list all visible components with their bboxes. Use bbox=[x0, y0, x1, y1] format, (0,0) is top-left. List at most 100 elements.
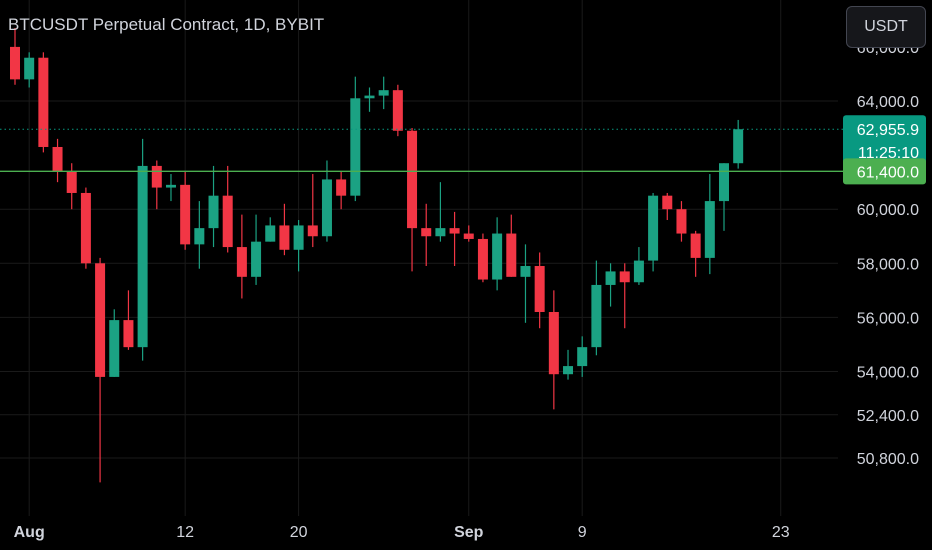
candle bbox=[733, 119, 744, 169]
candle-body bbox=[477, 238, 488, 280]
candle bbox=[719, 163, 729, 231]
candle-body bbox=[165, 184, 176, 188]
price-tick-label: 52,400.0 bbox=[857, 408, 919, 425]
candle bbox=[662, 192, 673, 221]
candle-body bbox=[251, 241, 262, 277]
level-badge-bg bbox=[843, 158, 926, 185]
candle bbox=[407, 128, 418, 272]
candle-body bbox=[38, 57, 49, 147]
chart-title: BTCUSDT Perpetual Contract, 1D, BYBIT bbox=[8, 15, 325, 34]
candle-body bbox=[463, 233, 474, 239]
candle bbox=[236, 214, 247, 299]
time-tick-label: Aug bbox=[14, 524, 45, 541]
candle-body bbox=[719, 163, 729, 202]
candle-body bbox=[407, 130, 418, 229]
candle-body bbox=[605, 271, 616, 285]
candle-body bbox=[364, 95, 375, 99]
time-tick-label: Sep bbox=[454, 524, 484, 541]
candle-body bbox=[520, 266, 531, 277]
candle-body bbox=[208, 195, 219, 229]
candle-body bbox=[24, 57, 35, 80]
candle-body bbox=[449, 228, 460, 234]
candle-body bbox=[506, 233, 517, 277]
candle bbox=[435, 182, 446, 242]
candle bbox=[251, 214, 262, 285]
price-tick-label: 50,800.0 bbox=[857, 451, 919, 468]
candle-body bbox=[236, 247, 247, 277]
candle-body bbox=[336, 179, 347, 196]
candle bbox=[633, 247, 644, 285]
currency-button[interactable]: USDT bbox=[846, 6, 926, 48]
candle bbox=[350, 76, 361, 202]
candle-body bbox=[704, 201, 715, 258]
candle bbox=[378, 76, 389, 110]
time-tick-label: 12 bbox=[176, 524, 194, 541]
candle bbox=[165, 174, 176, 202]
candle bbox=[208, 165, 219, 248]
candle-body bbox=[435, 228, 446, 237]
time-axis: Aug 12 20 Sep 9 23 bbox=[14, 524, 790, 541]
time-tick-label: 23 bbox=[772, 524, 790, 541]
candle bbox=[38, 52, 49, 153]
candle bbox=[10, 27, 20, 85]
candle bbox=[534, 252, 545, 329]
candle bbox=[591, 260, 602, 356]
candle bbox=[279, 203, 290, 256]
candle bbox=[293, 220, 304, 272]
candle-body bbox=[137, 165, 148, 348]
candle-body bbox=[591, 284, 602, 348]
candle-body bbox=[633, 260, 644, 283]
price-tick-label: 58,000.0 bbox=[857, 256, 919, 273]
candle-body bbox=[378, 90, 389, 96]
candle-body bbox=[10, 46, 20, 80]
countdown-timer: 11:25:10 bbox=[858, 145, 919, 162]
candle bbox=[676, 201, 687, 242]
candle bbox=[619, 263, 630, 329]
candle bbox=[109, 309, 120, 377]
candle bbox=[80, 187, 91, 269]
candle-body bbox=[151, 165, 162, 188]
candle bbox=[648, 192, 659, 272]
candle-body bbox=[279, 225, 290, 250]
candle-body bbox=[265, 225, 276, 242]
candle-body bbox=[123, 320, 134, 348]
price-tick-label: 56,000.0 bbox=[857, 310, 919, 327]
time-tick-label: 20 bbox=[290, 524, 308, 541]
candle-body bbox=[421, 228, 432, 237]
candle-body bbox=[222, 195, 233, 248]
candle-body bbox=[392, 90, 403, 131]
candle bbox=[222, 165, 233, 253]
candle bbox=[194, 201, 205, 269]
candle-body bbox=[648, 195, 659, 261]
candle-body bbox=[662, 195, 673, 210]
candle-body bbox=[350, 98, 361, 196]
price-tick-label: 60,000.0 bbox=[857, 202, 919, 219]
candle bbox=[577, 336, 588, 377]
candle bbox=[605, 263, 616, 307]
candle bbox=[463, 225, 474, 242]
grid-lines bbox=[0, 0, 838, 516]
price-tick-label: 64,000.0 bbox=[857, 94, 919, 111]
last-price-badge: 62,955.9 11:25:10 bbox=[843, 115, 926, 168]
candle-body bbox=[52, 146, 63, 172]
candle bbox=[95, 257, 106, 483]
candle-body bbox=[676, 209, 687, 234]
candle-body bbox=[548, 311, 559, 375]
candle bbox=[492, 217, 503, 291]
candle bbox=[123, 290, 134, 350]
candle bbox=[563, 349, 574, 380]
candle bbox=[704, 174, 715, 275]
candle bbox=[392, 84, 403, 137]
last-price-badge-bg bbox=[843, 115, 926, 168]
candle bbox=[520, 244, 531, 323]
candle bbox=[180, 171, 191, 250]
last-price-value: 62,955.9 bbox=[857, 122, 919, 139]
candle bbox=[364, 87, 375, 112]
candle bbox=[52, 138, 63, 183]
candle-body bbox=[577, 347, 588, 367]
candle-body bbox=[690, 233, 701, 258]
candle-body bbox=[180, 184, 191, 245]
candle bbox=[690, 230, 701, 277]
candle-body bbox=[321, 179, 332, 237]
